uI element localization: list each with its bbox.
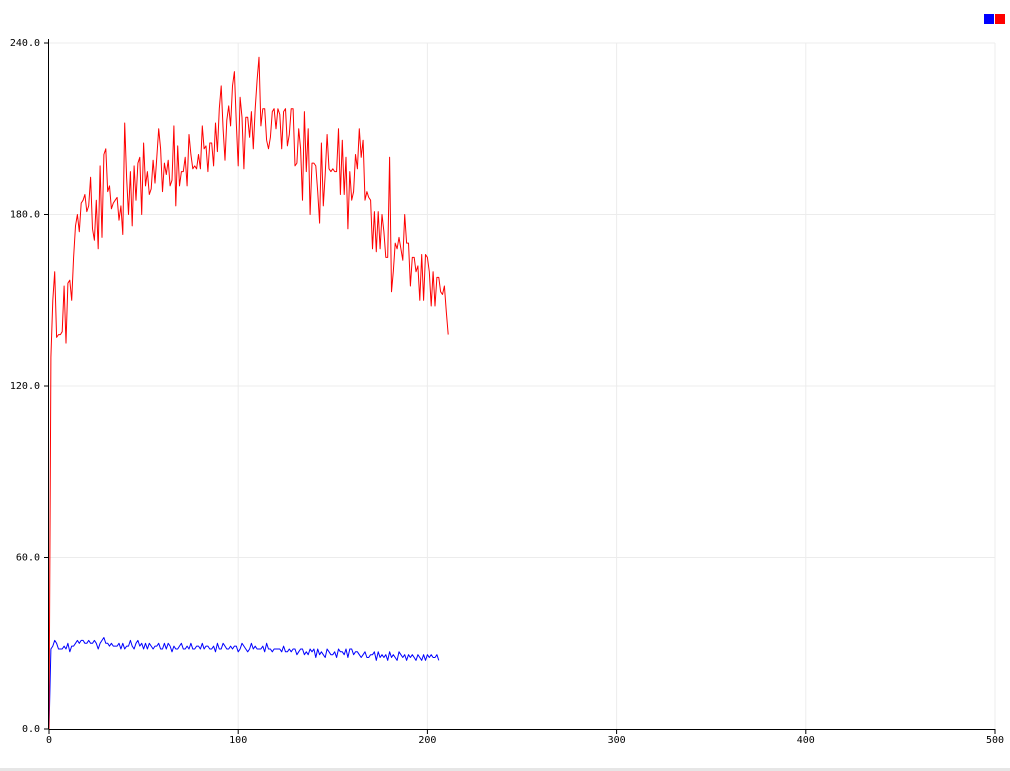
series-lines xyxy=(48,56,449,730)
legend xyxy=(984,14,1005,24)
legend-swatch-series-1[interactable] xyxy=(984,14,994,24)
series-line-1 xyxy=(48,637,440,730)
bottom-strip xyxy=(0,768,1010,771)
axes xyxy=(48,39,995,730)
x-tick-label: 0 xyxy=(46,735,52,746)
tick-marks: 0 100 200 300 400 500 0.0 60.0 120.0 180.0 240.0 xyxy=(10,38,1004,746)
y-tick-label: 240.0 xyxy=(10,38,40,49)
y-tick-label: 60.0 xyxy=(16,553,40,564)
x-tick-label: 300 xyxy=(608,735,626,746)
x-tick-label: 500 xyxy=(986,735,1004,746)
x-tick-label: 200 xyxy=(418,735,436,746)
grid-lines xyxy=(49,42,996,729)
x-tick-label: 100 xyxy=(229,735,247,746)
y-tick-label: 180.0 xyxy=(10,210,40,221)
y-tick-label: 0.0 xyxy=(22,724,40,735)
y-tick-label: 120.0 xyxy=(10,381,40,392)
series-line-2 xyxy=(48,56,449,730)
legend-swatch-series-2[interactable] xyxy=(995,14,1005,24)
x-tick-label: 400 xyxy=(797,735,815,746)
